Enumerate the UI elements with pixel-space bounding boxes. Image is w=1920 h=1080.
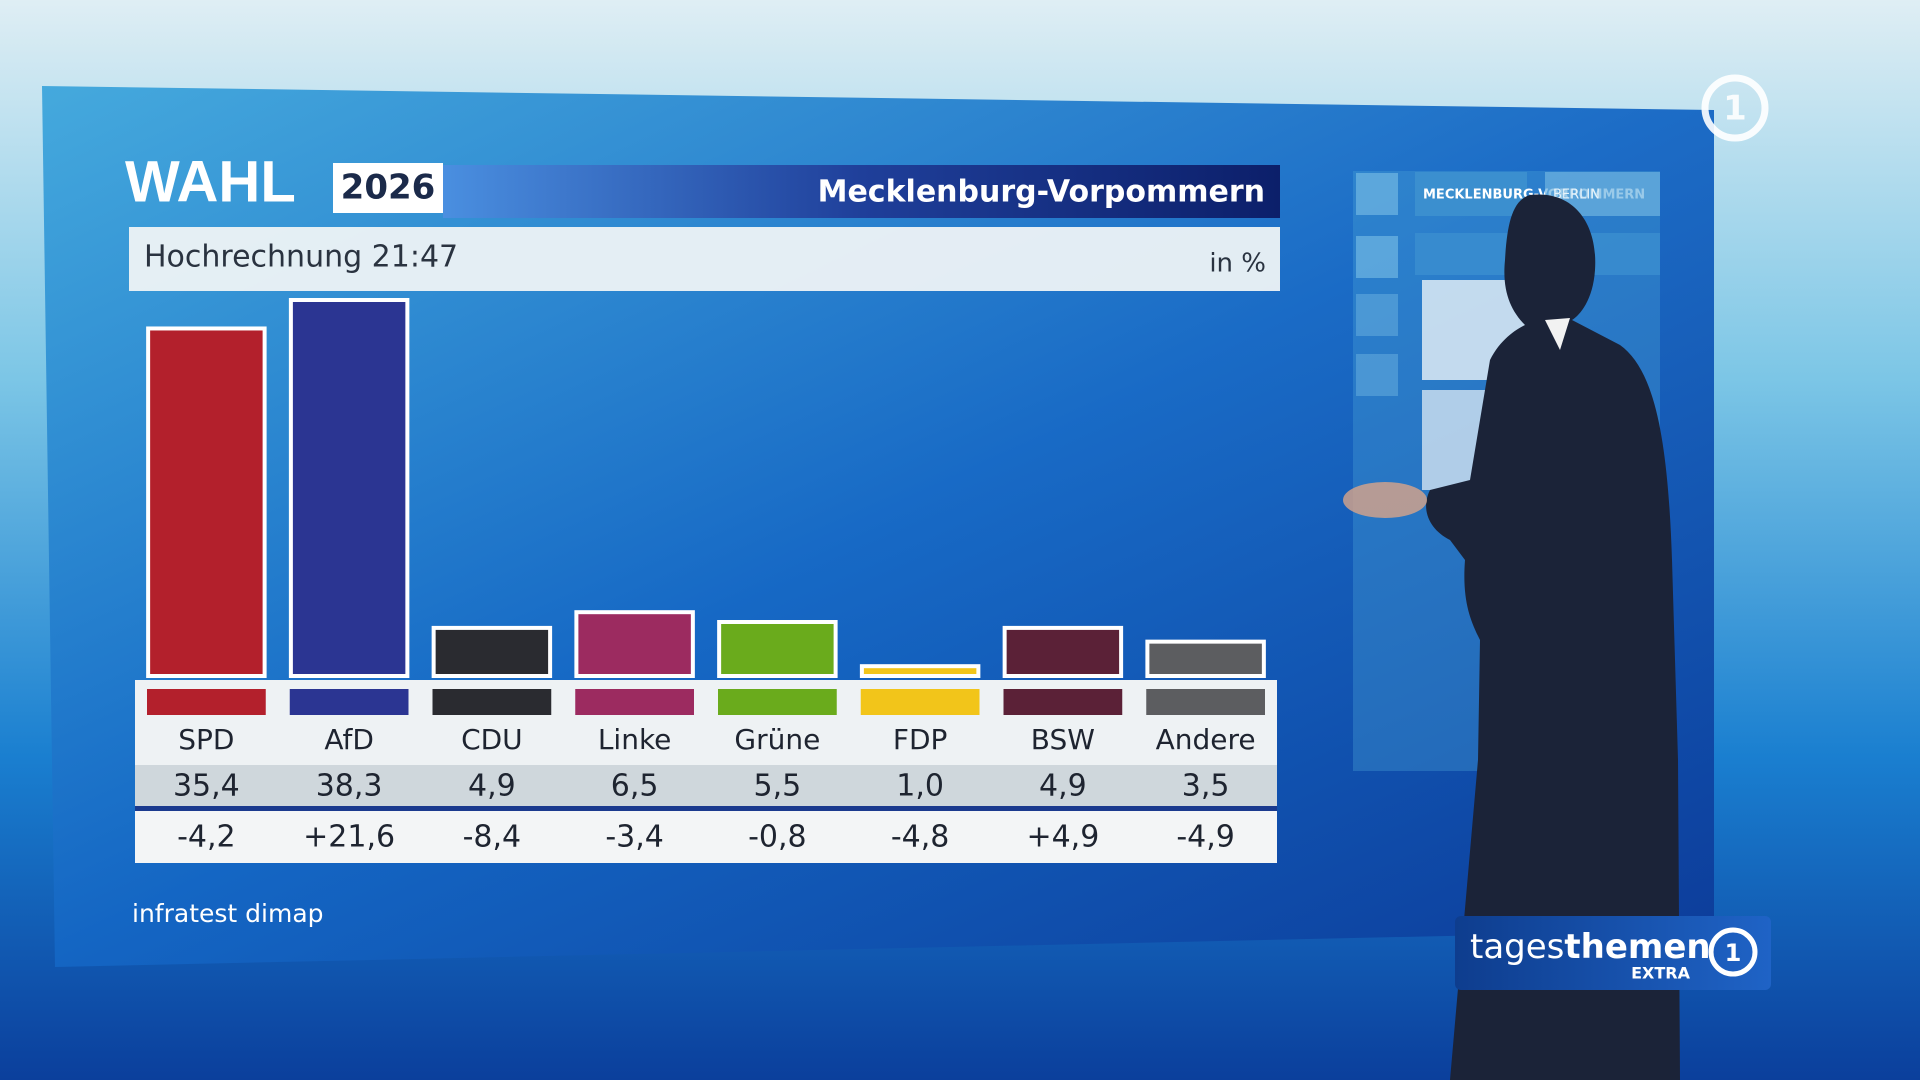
- brand-year: 2026: [341, 168, 436, 208]
- show-logo-circle: [1708, 927, 1758, 977]
- presenter-hand: [1343, 482, 1427, 518]
- side-button[interactable]: [1356, 173, 1398, 215]
- party-color-strip: [432, 689, 552, 715]
- change-label: -3,4: [605, 820, 664, 855]
- x-tick-label: Andere: [1156, 723, 1256, 756]
- show-name-bold: themen: [1564, 927, 1710, 967]
- change-label: +4,9: [1026, 820, 1099, 855]
- source: infratest dimap: [132, 899, 324, 928]
- year-box: [333, 163, 443, 213]
- presenter-collar: [1545, 318, 1570, 350]
- party-color-strip: [575, 689, 694, 715]
- tab[interactable]: [1415, 172, 1527, 216]
- change-row: [135, 811, 1277, 863]
- value-label: 5,5: [754, 769, 802, 804]
- party-color-strip: [147, 689, 266, 715]
- x-tick-label: FDP: [893, 723, 948, 756]
- show-logo-digit: 1: [1725, 939, 1742, 967]
- chart-title: Mecklenburg-Vorpommern: [818, 175, 1265, 210]
- party-color-strip: [860, 689, 980, 715]
- change-label: -8,4: [463, 820, 522, 855]
- change-label: +21,6: [303, 820, 395, 855]
- party-color-strip: [1146, 689, 1265, 715]
- unit-label: in %: [1209, 249, 1266, 279]
- home-button[interactable]: [1356, 236, 1398, 278]
- presenter: [1426, 194, 1680, 1080]
- bar: [859, 664, 981, 678]
- bar: [146, 326, 267, 678]
- party-color-strip: [1003, 689, 1123, 715]
- channel-logo: [1701, 74, 1769, 142]
- bar: [717, 620, 838, 679]
- change-label: -0,8: [748, 820, 807, 855]
- show-name-light: tages: [1470, 927, 1564, 967]
- bar: [1145, 639, 1266, 679]
- subtitle-bar: [129, 227, 1280, 291]
- value-label: 6,5: [611, 769, 659, 804]
- bar: [574, 610, 695, 678]
- x-tick-label: Linke: [598, 723, 672, 756]
- bar: [431, 625, 553, 679]
- value-label: 35,4: [173, 769, 240, 804]
- x-tick-label: BSW: [1031, 723, 1095, 756]
- side-button[interactable]: [1356, 294, 1398, 336]
- value-label: 1,0: [896, 769, 944, 804]
- brand: WAHL: [125, 149, 296, 214]
- x-tick-label: CDU: [461, 723, 523, 756]
- x-tick-label: SPD: [178, 723, 234, 756]
- value-label: 3,5: [1182, 769, 1230, 804]
- show-tag: EXTRA: [1631, 964, 1691, 983]
- tab-label[interactable]: BERLIN: [1553, 188, 1600, 203]
- header-bar: [443, 165, 1280, 218]
- party-color-strip: [289, 689, 409, 715]
- change-label: -4,2: [177, 820, 236, 855]
- show-name: tagesthemen: [1470, 927, 1711, 967]
- party-color-strip: [718, 689, 837, 715]
- x-tick-label: Grüne: [734, 723, 820, 756]
- show-logo: [1455, 916, 1771, 990]
- row-divider: [135, 806, 1277, 811]
- change-label: -4,9: [1176, 820, 1235, 855]
- channel-logo-digit: 1: [1723, 89, 1747, 129]
- bar: [288, 298, 410, 678]
- value-label: 4,9: [468, 769, 516, 804]
- bar: [1002, 625, 1124, 679]
- x-tick-label: AfD: [324, 723, 374, 756]
- chart-subtitle: Hochrechnung 21:47: [144, 240, 458, 275]
- value-label: 38,3: [316, 769, 383, 804]
- value-label: 4,9: [1039, 769, 1087, 804]
- change-label: -4,8: [891, 820, 950, 855]
- side-button[interactable]: [1356, 354, 1398, 396]
- value-row: [135, 765, 1277, 808]
